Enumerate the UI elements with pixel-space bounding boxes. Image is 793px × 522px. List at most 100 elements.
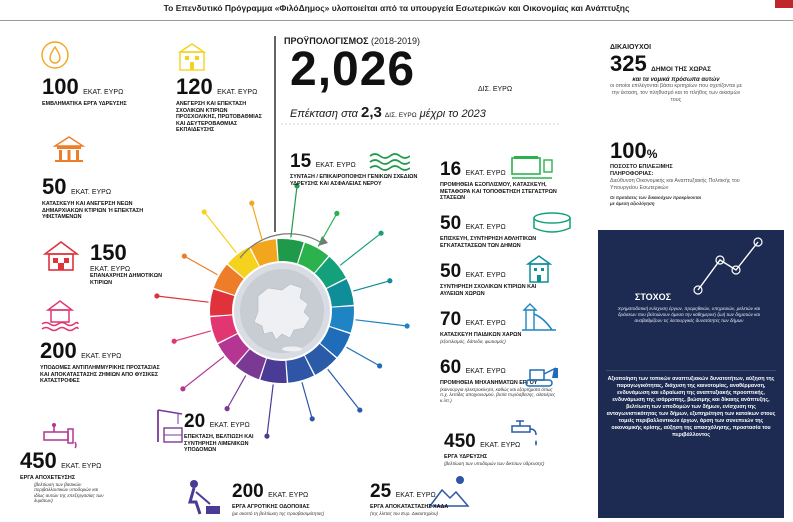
item-label: ΚΑΤΑΣΚΕΥΗ ΠΑΙΔΙΚΩΝ ΧΑΡΩΝ — [440, 332, 522, 338]
ring-segment — [210, 315, 238, 343]
beneficiaries-desc: οι οποίοι επιλέγονται βάσει κριτηρίων πο… — [610, 83, 742, 103]
page-title: Το Επενδυτικό Πρόγραμμα «ΦιλόΔημος» υλοπ… — [163, 3, 630, 13]
item-value: 450 — [444, 431, 476, 452]
item-landfill: 25 ΕΚΑΤ. ΕΥΡΩ ΕΡΓΑ ΑΠΟΚΑΤΑΣΤΑΣΗΣ ΧΑΔΑ (τ… — [370, 482, 500, 516]
beneficiaries-block: ΔΙΚΑΙΟΥΧΟΙ 325 ΔΗΜΟΙ ΤΗΣ ΧΩΡΑΣ και τα νο… — [610, 44, 790, 104]
ring-segment — [210, 289, 235, 316]
item-value: 200 — [232, 481, 264, 502]
spoke-dot — [357, 407, 363, 413]
spoke-dot — [154, 293, 160, 299]
item-water-projects: 100 ΕΚΑΤ. ΕΥΡΩ ΕΜΒΛΗΜΑΤΙΚΑ ΕΡΓΑ ΥΔΡΕΥΣΗΣ — [42, 76, 132, 108]
school-icon — [526, 255, 552, 283]
water-drop-icon — [41, 41, 69, 69]
item-label: ΕΡΓΑ ΑΠΟΧΕΤΕΥΣΗΣ — [20, 475, 76, 481]
item-label: ΕΡΓΑ ΑΓΡΟΤΙΚΗΣ ΟΔΟΠΟΙΙΑΣ — [232, 504, 310, 510]
spoke-dot — [181, 253, 187, 259]
item-unit: ΕΚΑΤ. ΕΥΡΩ — [465, 272, 506, 279]
spoke-line — [184, 255, 218, 276]
item-flood-protection: 200 ΕΚΑΤ. ΕΥΡΩ ΥΠΟΔΟΜΕΣ ΑΝΤΙΠΛΗΜΜΥΡΙΚΗΣ … — [40, 340, 160, 385]
spoke-line — [226, 375, 247, 409]
item-label: ΕΠΑΝΑΧΡΗΣΗ ΔΗΜΟΤΙΚΩΝ ΚΤΙΡΙΩΝ — [90, 273, 163, 286]
extension-value: 2,3 — [361, 104, 382, 121]
beneficiaries-label: ΔΗΜΟΙ ΤΗΣ ΧΩΡΑΣ — [651, 66, 711, 73]
item-note: (εξοπλισμός, δάπεδα, φωτισμός) — [440, 338, 506, 344]
goal-divider — [606, 370, 776, 371]
item-unit: ΕΚΑΤ. ΕΥΡΩ — [480, 442, 521, 449]
item-unit: ΕΚΑΤ. ΕΥΡΩ — [217, 89, 258, 96]
water-waves-icon — [369, 153, 410, 171]
ring-segment — [260, 358, 287, 383]
item-unit: ΕΚΑΤ. ΕΥΡΩ — [465, 320, 506, 327]
item-unit: ΕΚΑΤ. ΕΥΡΩ — [70, 189, 112, 196]
item-town-halls: 50 ΕΚΑΤ. ΕΥΡΩ ΚΑΤΑΣΚΕΥΗ ΚΑΙ ΑΝΕΓΕΡΣΗ ΝΕΩ… — [42, 176, 167, 221]
item-unit: ΕΚΑΤ. ΕΥΡΩ — [81, 353, 122, 360]
item-value: 150 — [90, 240, 127, 265]
item-sewage: 450 ΕΚΑΤ. ΕΥΡΩ ΕΡΓΑ ΑΠΟΧΕΤΕΥΣΗΣ (βελτίωσ… — [20, 450, 140, 504]
item-value: 450 — [20, 448, 57, 473]
spoke-line — [301, 382, 313, 420]
budget-years: (2018-2019) — [371, 36, 421, 46]
item-label: ΥΠΟΔΟΜΕΣ ΑΝΤΙΠΛΗΜΜΥΡΙΚΗΣ ΠΡΟΣΤΑΣΙΑΣ ΚΑΙ … — [40, 365, 160, 385]
item-label: ΑΝΕΓΕΡΣΗ ΚΑΙ ΕΠΕΚΤΑΣΗ ΣΧΟΛΙΚΩΝ ΚΤΙΡΙΩΝ Π… — [176, 101, 262, 134]
item-sports-facilities: 50 ΕΚΑΤ. ΕΥΡΩ ΕΠΙΣΚΕΥΗ, ΣΥΝΤΗΡΗΣΗ ΑΘΛΗΤΙ… — [440, 214, 565, 249]
water-tap-icon — [511, 420, 537, 446]
segment-ring — [210, 239, 355, 383]
ring-segment — [320, 327, 351, 358]
item-value: 70 — [440, 309, 462, 330]
item-value: 15 — [290, 151, 312, 172]
spoke-line — [339, 232, 382, 266]
item-value: 120 — [176, 74, 213, 99]
digital-note: Οι προτάσεις των δικαιούχων προκρίνονται… — [610, 195, 702, 206]
item-label: ΕΠΕΚΤΑΣΗ, ΒΕΛΤΙΩΣΗ ΚΑΙ ΣΥΝΤΗΡΗΣΗ ΛΙΜΕΝΙΚ… — [184, 434, 254, 454]
stadium-icon — [533, 212, 571, 233]
bulldozer-icon — [525, 367, 558, 387]
playground-icon — [522, 303, 556, 331]
item-note: (καινούργια ηλεκτροκίνητα, καθώς και εξα… — [440, 386, 556, 403]
spoke-line — [290, 185, 298, 238]
ring-segment — [235, 349, 266, 380]
spoke-dot — [387, 278, 393, 284]
item-value: 25 — [370, 481, 392, 502]
goal-desc: Χρηματοδοτική ενίσχυση έργων, προμηθειών… — [617, 306, 761, 323]
item-unit: ΕΚΑΤ. ΕΥΡΩ — [395, 492, 436, 499]
beneficiaries-value: 325 — [610, 51, 647, 76]
item-value: 50 — [440, 261, 462, 282]
spoke-line — [353, 280, 391, 292]
digital-desc: Διεύθυνση Οικονομικής και Αναπτυξιακής Π… — [610, 178, 740, 191]
header-bar — [0, 0, 793, 21]
spoke-line — [327, 368, 361, 411]
item-unit: ΕΚΑΤ. ΕΥΡΩ — [83, 89, 124, 96]
spoke-dot — [309, 416, 315, 422]
item-label: ΠΡΟΜΗΘΕΙΑ ΕΞΟΠΛΙΣΜΟΥ, ΚΑΤΑΣΚΕΥΗ, ΜΕΤΑΦΟΡ… — [440, 182, 557, 202]
item-unit: ΕΚΑΤ. ΕΥΡΩ — [315, 162, 356, 169]
ring-segment — [286, 355, 314, 383]
item-label: ΕΡΓΑ ΑΠΟΚΑΤΑΣΤΑΣΗΣ ΧΑΔΑ — [370, 504, 449, 510]
spoke-dot — [404, 323, 410, 329]
spoke-line — [251, 202, 263, 240]
spoke-line — [317, 213, 338, 247]
crete-shape — [282, 346, 302, 352]
budget-unit: ΔΙΣ. ΕΥΡΩ — [478, 86, 513, 93]
ring-segment — [218, 334, 250, 366]
ring-segment — [250, 239, 278, 267]
spoke-lines — [154, 183, 410, 439]
item-value: 100 — [42, 74, 79, 99]
item-bus-stops: 16 ΕΚΑΤ. ΕΥΡΩ ΠΡΟΜΗΘΕΙΑ ΕΞΟΠΛΙΣΜΟΥ, ΚΑΤΑ… — [440, 160, 560, 202]
item-value: 60 — [440, 357, 462, 378]
spoke-line — [182, 356, 225, 390]
digital-value: 100 — [610, 138, 647, 163]
ring-segment — [329, 306, 355, 333]
spoke-dot — [201, 209, 207, 215]
item-unit: ΕΚΑΤ. ΕΥΡΩ — [465, 368, 506, 375]
digital-label: ΠΟΣΟΣΤΟ ΕΠΙΛΕΞΙΜΗΣ ΠΛΗΡΟΦΟΡΙΑΣ: — [610, 164, 673, 177]
spoke-dot — [377, 363, 383, 369]
bus-stop-icon — [511, 156, 553, 179]
greece-map-shape — [253, 283, 311, 341]
spoke-line — [173, 330, 211, 342]
item-unit: ΕΚΑΤ. ΕΥΡΩ — [465, 224, 506, 231]
item-value: 20 — [184, 411, 206, 432]
budget-heading: ΠΡΟΫΠΟΛΟΓΙΣΜΟΣ (2018-2019) — [284, 36, 420, 46]
house-icon — [42, 241, 80, 271]
item-value: 200 — [40, 338, 77, 363]
item-playgrounds: 70 ΕΚΑΤ. ΕΥΡΩ ΚΑΤΑΣΚΕΥΗ ΠΑΙΔΙΚΩΝ ΧΑΡΩΝ (… — [440, 310, 560, 344]
